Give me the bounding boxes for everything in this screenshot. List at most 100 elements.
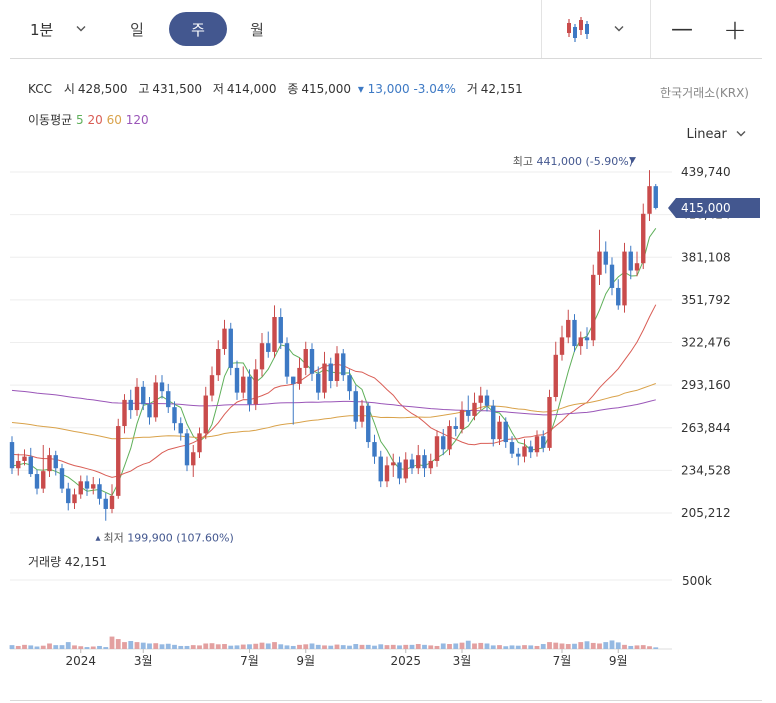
candle-body[interactable]	[353, 391, 358, 422]
volume-bar[interactable]	[478, 642, 484, 649]
candle-body[interactable]	[216, 349, 221, 376]
volume-bar[interactable]	[578, 642, 584, 649]
candle-body[interactable]	[272, 317, 277, 352]
volume-bar[interactable]	[222, 644, 227, 649]
candle-body[interactable]	[509, 442, 515, 454]
candle-body[interactable]	[359, 405, 365, 422]
candle-body[interactable]	[72, 494, 77, 504]
volume-bar[interactable]	[553, 642, 559, 649]
volume-bar[interactable]	[422, 644, 427, 649]
volume-bar[interactable]	[278, 644, 284, 649]
volume-bar[interactable]	[40, 645, 46, 649]
volume-bar[interactable]	[240, 644, 246, 649]
volume-bar[interactable]	[234, 645, 240, 649]
candle-body[interactable]	[159, 382, 165, 392]
candle-body[interactable]	[447, 426, 452, 450]
candle-body[interactable]	[266, 343, 271, 352]
candle-body[interactable]	[128, 399, 133, 411]
candle-body[interactable]	[528, 446, 533, 453]
volume-bar[interactable]	[122, 642, 127, 649]
candle-body[interactable]	[534, 436, 540, 453]
volume-bar[interactable]	[503, 646, 509, 649]
candle-body[interactable]	[559, 337, 565, 355]
candle-body[interactable]	[109, 495, 115, 509]
volume-bar[interactable]	[184, 645, 190, 649]
candle-body[interactable]	[178, 423, 183, 434]
volume-bar[interactable]	[103, 647, 109, 649]
volume-bar[interactable]	[340, 645, 346, 649]
volume-bar[interactable]	[228, 645, 234, 649]
volume-bar[interactable]	[140, 642, 146, 649]
volume-bar[interactable]	[303, 644, 309, 649]
candle-body[interactable]	[547, 396, 552, 448]
candle-body[interactable]	[322, 363, 327, 393]
volume-bar[interactable]	[465, 640, 471, 649]
volume-bar[interactable]	[65, 642, 71, 649]
volume-bar[interactable]	[509, 645, 515, 649]
volume-bar[interactable]	[590, 642, 596, 649]
candle-body[interactable]	[284, 343, 290, 377]
candle-body[interactable]	[47, 455, 52, 472]
candle-body[interactable]	[259, 343, 265, 370]
candle-body[interactable]	[309, 349, 315, 374]
volume-bar[interactable]	[403, 644, 409, 649]
volume-bar[interactable]	[165, 643, 171, 649]
volume-bar[interactable]	[178, 645, 184, 649]
volume-bar[interactable]	[147, 643, 152, 649]
volume-bar[interactable]	[328, 645, 334, 649]
candle-body[interactable]	[384, 465, 390, 482]
zoom-out-button[interactable]: —	[671, 16, 693, 42]
candle-body[interactable]	[422, 455, 427, 469]
volume-bar[interactable]	[59, 645, 65, 649]
candle-body[interactable]	[653, 186, 658, 208]
volume-bar[interactable]	[353, 644, 359, 649]
candle-body[interactable]	[647, 186, 652, 214]
candle-body[interactable]	[91, 484, 96, 489]
volume-bar[interactable]	[9, 645, 15, 649]
volume-bar[interactable]	[609, 640, 615, 649]
volume-bar[interactable]	[22, 644, 27, 649]
candle-body[interactable]	[172, 407, 177, 424]
candle-body[interactable]	[316, 373, 321, 393]
volume-bar[interactable]	[459, 642, 465, 649]
candle-body[interactable]	[84, 481, 90, 489]
chart-type-button[interactable]	[558, 12, 598, 46]
candle-body[interactable]	[497, 421, 502, 440]
candle-body[interactable]	[491, 405, 496, 440]
volume-bar[interactable]	[159, 644, 165, 649]
volume-bar[interactable]	[528, 645, 534, 649]
volume-bar[interactable]	[490, 645, 496, 649]
volume-bar[interactable]	[28, 645, 34, 649]
volume-bar[interactable]	[34, 646, 40, 649]
candle-body[interactable]	[147, 404, 152, 418]
candle-body[interactable]	[641, 213, 646, 264]
candle-body[interactable]	[503, 421, 508, 443]
candle-body[interactable]	[366, 405, 371, 443]
candle-body[interactable]	[416, 455, 421, 469]
volume-bar[interactable]	[515, 645, 521, 649]
period-week-button[interactable]: 주	[169, 12, 227, 46]
candle-body[interactable]	[441, 436, 446, 450]
volume-bar[interactable]	[97, 645, 102, 649]
volume-bar[interactable]	[540, 644, 546, 649]
candle-body[interactable]	[609, 264, 615, 288]
volume-bar[interactable]	[197, 645, 202, 649]
candle-body[interactable]	[459, 410, 465, 429]
volume-bar[interactable]	[47, 643, 52, 649]
candle-body[interactable]	[334, 353, 340, 381]
volume-bar[interactable]	[428, 645, 434, 649]
candle-body[interactable]	[347, 375, 352, 392]
volume-bar[interactable]	[209, 643, 215, 649]
candle-body[interactable]	[203, 395, 208, 434]
volume-bar[interactable]	[572, 643, 577, 649]
candle-body[interactable]	[234, 367, 240, 393]
candle-body[interactable]	[553, 354, 558, 397]
candle-body[interactable]	[584, 337, 590, 341]
volume-bar[interactable]	[53, 645, 59, 649]
volume-bar[interactable]	[397, 645, 402, 649]
volume-bar[interactable]	[434, 645, 440, 649]
candle-body[interactable]	[578, 337, 583, 347]
period-month-button[interactable]: 월	[250, 20, 264, 39]
volume-bar[interactable]	[203, 643, 209, 649]
